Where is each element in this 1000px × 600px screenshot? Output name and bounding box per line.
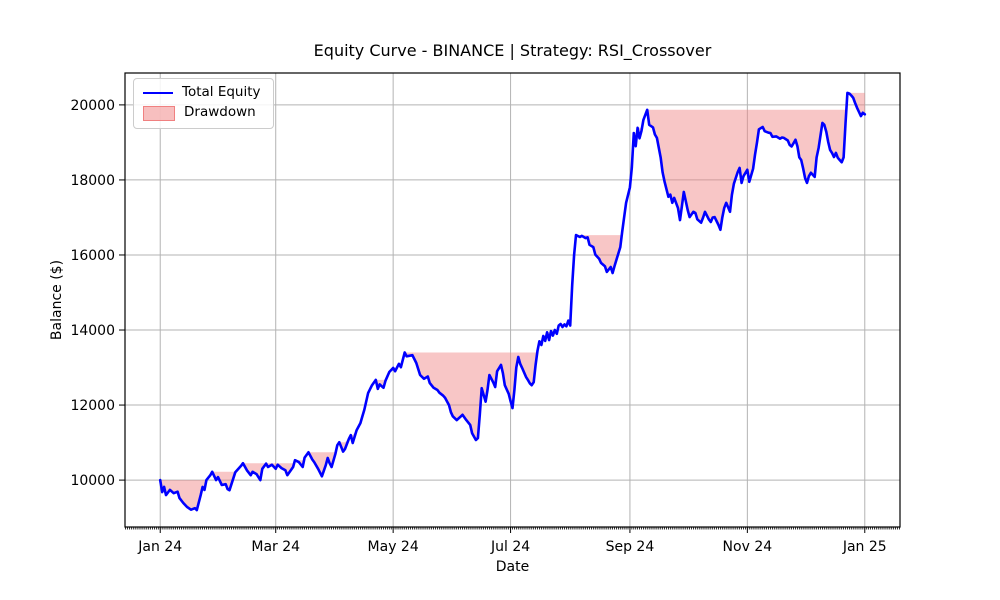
- total-equity-line-swatch: [143, 91, 173, 94]
- chart-title: Equity Curve - BINANCE | Strategy: RSI_C…: [313, 41, 712, 60]
- drawdown-patch-swatch: [143, 105, 175, 121]
- x-tick-label: May 24: [368, 539, 419, 555]
- y-tick-label: 20000: [70, 98, 115, 114]
- x-tick-label: Jan 25: [842, 539, 887, 555]
- x-tick-label: Jan 24: [137, 539, 182, 555]
- y-tick-label: 10000: [70, 473, 115, 489]
- y-tick-label: 18000: [70, 173, 115, 189]
- x-tick-label: Sep 24: [606, 539, 655, 555]
- legend-item-drawdown: Drawdown: [143, 104, 261, 121]
- y-axis-label: Balance ($): [49, 259, 65, 341]
- legend: Total Equity Drawdown: [133, 78, 274, 129]
- legend-label-total-equity: Total Equity: [182, 84, 261, 100]
- total-equity-line: [158, 91, 867, 512]
- y-tick-label: 16000: [70, 248, 115, 264]
- x-tick-label: Jul 24: [490, 539, 530, 555]
- drawdown-area: [160, 92, 865, 511]
- y-tick-label: 14000: [70, 323, 115, 339]
- x-tick-label: Mar 24: [251, 539, 300, 555]
- legend-label-drawdown: Drawdown: [184, 104, 256, 121]
- axes-frame: [124, 72, 901, 528]
- x-tick-label: Nov 24: [723, 539, 773, 555]
- y-tick-label: 12000: [70, 398, 115, 414]
- legend-item-total-equity: Total Equity: [143, 84, 261, 100]
- x-axis-label: Date: [495, 559, 530, 575]
